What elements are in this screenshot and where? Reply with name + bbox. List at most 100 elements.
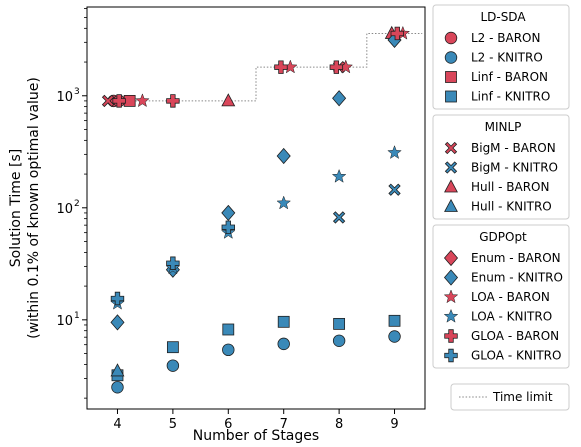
legend-marker-gloa-knitro bbox=[444, 348, 458, 363]
series-hull-knitro bbox=[110, 363, 125, 377]
series-gloa-baron bbox=[112, 26, 405, 108]
legend-marker-gloa-baron bbox=[444, 329, 458, 343]
point-gloa-knitro bbox=[221, 220, 236, 234]
legend-label: GLOA - KNITRO bbox=[471, 349, 561, 363]
legend-label: L2 - KNITRO bbox=[471, 51, 543, 65]
x-tick-label: 9 bbox=[390, 417, 398, 432]
legend-label: BigM - KNITRO bbox=[471, 161, 558, 175]
point-l2-knitro bbox=[388, 330, 401, 343]
legend-title: LD-SDA bbox=[480, 10, 526, 24]
data-points bbox=[101, 25, 411, 394]
point-linf-knitro bbox=[277, 315, 290, 328]
point-gloa-knitro bbox=[166, 256, 180, 270]
point-gloa-baron bbox=[329, 60, 344, 74]
legend-group-ld-sda: LD-SDA L2 - BARON L2 - KNITRO Linf - BARON L… bbox=[432, 4, 570, 110]
time-limit-line bbox=[109, 32, 423, 102]
point-gloa-baron bbox=[166, 94, 180, 108]
legend-marker-l2-baron bbox=[444, 31, 458, 45]
legend-label: Time limit bbox=[492, 390, 553, 404]
legend-label: BigM - BARON bbox=[471, 141, 556, 155]
x-axis-title: Number of Stages bbox=[193, 428, 319, 444]
legend-marker-loa-baron bbox=[443, 289, 459, 304]
legend-frame bbox=[432, 4, 570, 110]
legend-label: Linf - KNITRO bbox=[471, 90, 550, 104]
point-gloa-knitro bbox=[110, 291, 125, 306]
point-enum-knitro bbox=[276, 147, 291, 165]
x-tick-label: 8 bbox=[335, 417, 343, 432]
legend-marker-loa-knitro bbox=[443, 308, 459, 323]
legend-time-limit: Time limit bbox=[450, 383, 570, 411]
y-axis-subtitle: (within 0.1% of known optimal value) bbox=[26, 77, 42, 339]
legend-marker-bigm-knitro bbox=[444, 161, 458, 174]
point-gloa-baron bbox=[274, 60, 288, 74]
legend-frame bbox=[432, 114, 570, 220]
x-tick-label: 6 bbox=[224, 417, 232, 432]
y-tick-label: 10 bbox=[56, 314, 73, 329]
legend-marker-hull-knitro bbox=[444, 198, 458, 212]
point-l2-knitro bbox=[166, 359, 180, 372]
point-enum-knitro bbox=[332, 90, 347, 107]
point-loa-knitro bbox=[276, 195, 292, 210]
point-gloa-baron bbox=[112, 94, 126, 108]
legend-frame bbox=[432, 224, 570, 369]
point-linf-knitro bbox=[166, 341, 179, 354]
series-loa-baron bbox=[135, 25, 411, 108]
legend-label: LOA - KNITRO bbox=[471, 310, 552, 324]
series-gloa-knitro bbox=[110, 220, 236, 306]
legend-label: Hull - BARON bbox=[471, 180, 549, 194]
y-tick-label: 10 bbox=[56, 202, 73, 217]
point-bigm-knitro bbox=[332, 211, 346, 224]
point-linf-knitro bbox=[333, 317, 346, 330]
time-limit-step-line bbox=[109, 32, 423, 102]
legend-group-minlp: MINLP BigM - BARON BigM - KNITRO Hull - BAR… bbox=[432, 114, 570, 220]
point-l2-knitro bbox=[111, 381, 124, 394]
legend-marker-l2-knitro bbox=[444, 51, 458, 64]
point-loa-baron bbox=[135, 93, 150, 108]
series-hull-baron bbox=[221, 25, 399, 107]
legend-label: Enum - BARON bbox=[471, 251, 561, 265]
series-bigm-knitro bbox=[332, 183, 401, 224]
legend-marker-linf-knitro bbox=[445, 90, 457, 103]
point-l2-knitro bbox=[332, 334, 346, 347]
y-tick-exponent: 2 bbox=[74, 199, 80, 209]
series-enum-knitro bbox=[110, 31, 402, 331]
point-linf-knitro bbox=[388, 314, 401, 327]
legend-title: MINLP bbox=[485, 120, 522, 134]
legend-label: LOA - BARON bbox=[471, 290, 550, 304]
y-tick-exponent: 3 bbox=[74, 87, 80, 97]
point-l2-knitro bbox=[277, 337, 290, 351]
point-linf-knitro bbox=[222, 323, 235, 336]
legend-marker-enum-baron bbox=[443, 249, 459, 267]
x-tick-label: 5 bbox=[169, 417, 177, 432]
series-loa-knitro bbox=[110, 145, 402, 310]
point-enum-knitro bbox=[110, 314, 125, 331]
y-tick-exponent: 1 bbox=[74, 311, 80, 321]
legend-marker-bigm-baron bbox=[444, 141, 458, 155]
point-enum-knitro bbox=[221, 204, 236, 222]
legend-title: GDPOpt bbox=[479, 230, 527, 244]
legend-marker-linf-baron bbox=[445, 71, 457, 83]
legend: LD-SDA L2 - BARON L2 - KNITRO Linf - BARON L… bbox=[432, 4, 570, 411]
point-l2-knitro bbox=[222, 343, 235, 357]
legend-group-gdpopt: GDPOpt Enum - BARON Enum - KNITRO LOA - BAR… bbox=[432, 224, 570, 369]
x-tick-label: 7 bbox=[280, 417, 288, 432]
point-bigm-baron bbox=[101, 94, 115, 108]
point-loa-knitro bbox=[387, 145, 402, 159]
legend-label: Enum - KNITRO bbox=[471, 271, 563, 285]
legend-label: Hull - KNITRO bbox=[471, 200, 552, 214]
point-loa-knitro bbox=[331, 168, 347, 183]
legend-marker-enum-knitro bbox=[443, 269, 459, 286]
point-hull-baron bbox=[221, 93, 236, 107]
series-linf-knitro bbox=[111, 314, 401, 382]
legend-frame bbox=[450, 383, 570, 411]
legend-marker-hull-baron bbox=[444, 179, 458, 193]
legend-label: L2 - BARON bbox=[471, 31, 540, 45]
legend-label: GLOA - BARON bbox=[471, 329, 559, 343]
series-l2-knitro bbox=[111, 330, 401, 394]
point-hull-knitro bbox=[110, 363, 125, 377]
legend-label: Linf - BARON bbox=[471, 70, 548, 84]
x-tick-label: 4 bbox=[113, 417, 121, 432]
y-axis-title: Solution Time [s] bbox=[8, 149, 24, 267]
